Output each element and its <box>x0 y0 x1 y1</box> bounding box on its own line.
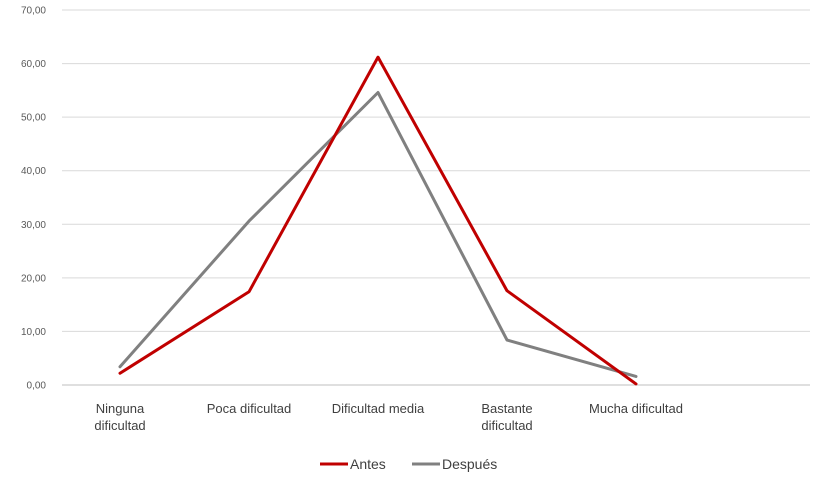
x-tick-label: Mucha dificultad <box>589 401 683 416</box>
legend-label: Después <box>442 456 497 472</box>
x-tick-label: Bastante dificultad <box>481 401 532 433</box>
y-tick-label: 50,00 <box>21 113 46 124</box>
y-tick-label: 30,00 <box>21 220 46 231</box>
x-tick-label: Dificultad media <box>332 401 425 416</box>
x-tick-label: Ninguna dificultad <box>94 401 145 433</box>
y-axis-ticks: 0,00 10,00 20,00 30,00 40,00 50,00 60,00 70,00 <box>21 6 46 392</box>
y-tick-label: 0,00 <box>27 381 47 392</box>
y-tick-label: 20,00 <box>21 273 46 284</box>
legend-label: Antes <box>350 456 386 472</box>
series-lines <box>118 55 638 386</box>
x-axis-ticks: Ninguna dificultad Poca dificultad Dificult… <box>94 401 683 433</box>
gridlines <box>62 9 810 386</box>
x-tick-label: Poca dificultad <box>207 401 292 416</box>
y-tick-label: 70,00 <box>21 6 46 17</box>
y-tick-label: 40,00 <box>21 166 46 177</box>
series-line-antes <box>118 55 638 386</box>
series-line-despues <box>118 91 638 378</box>
y-tick-label: 60,00 <box>21 59 46 70</box>
legend: Antes Después <box>320 456 497 472</box>
y-tick-label: 10,00 <box>21 327 46 338</box>
